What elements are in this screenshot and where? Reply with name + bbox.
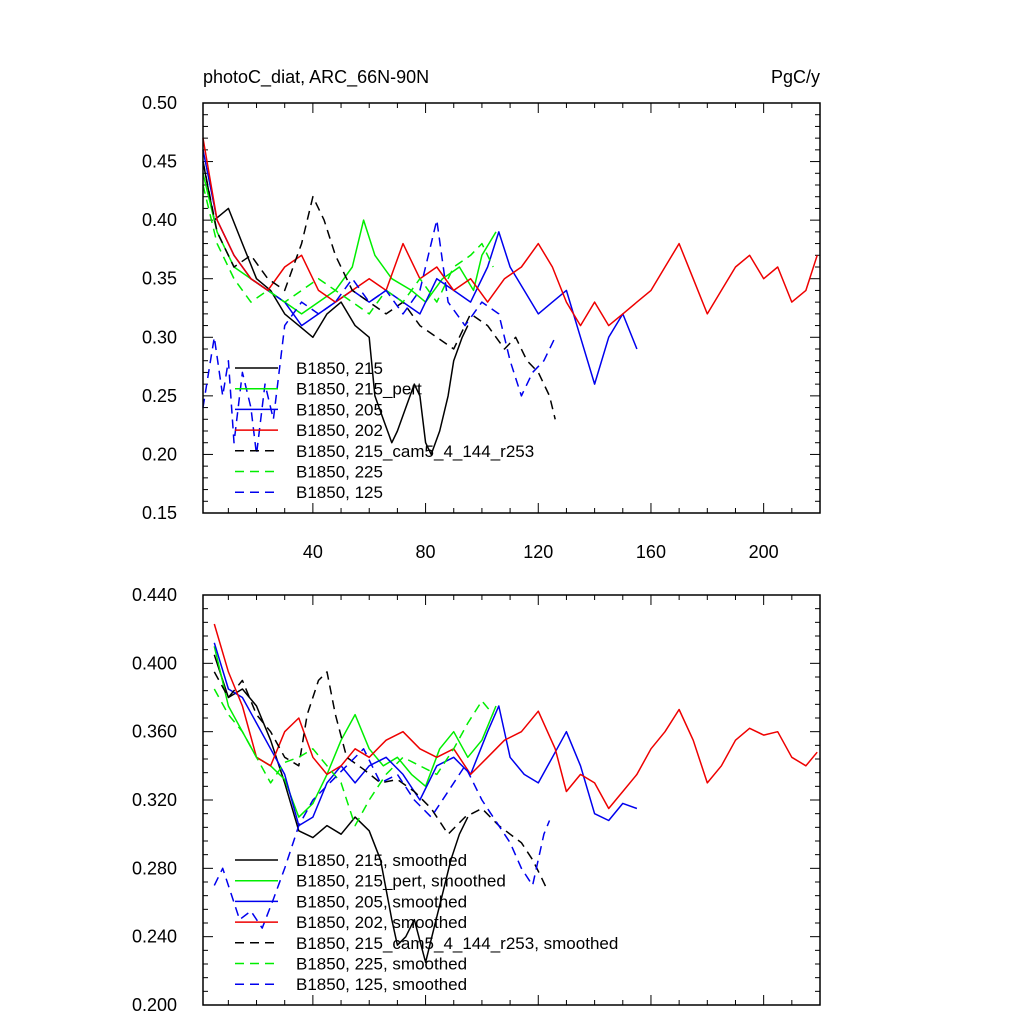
legend-label: B1850, 215: [296, 359, 383, 378]
series-line-3: [213, 642, 638, 827]
series-line-4: [213, 623, 818, 810]
legend-label: B1850, 215_pert: [296, 380, 422, 399]
legend-label: B1850, 205: [296, 400, 383, 419]
x-tick-label: 40: [303, 542, 323, 562]
top-panel-ticks: 0.15 0.20 0.25 0.30 0.35 0.40 0.45 0.50 40 80 120 1…: [142, 93, 820, 562]
bottom-panel: 0.200 0.240 0.280 0.320 0.360 0.400 0.440 B185…: [132, 585, 821, 1015]
bottom-panel-frame: [202, 594, 821, 1006]
x-tick-label: 160: [636, 542, 666, 562]
top-panel: photoC_diat, ARC_66N-90N PgC/y 0.150.200…: [142, 67, 821, 562]
top-panel-frame: [202, 102, 821, 514]
series-line-6: [213, 688, 494, 827]
series-line-2: [213, 646, 497, 818]
y-tick-label: 0.360: [132, 722, 177, 742]
top-panel-series: [202, 137, 818, 456]
series-line-5: [213, 671, 548, 890]
series-line-7: [202, 219, 556, 456]
y-tick-label: 0.320: [132, 790, 177, 810]
x-tick-label: 200: [749, 542, 779, 562]
series-line-1: [213, 654, 469, 964]
series-line-1: [202, 161, 469, 456]
y-tick-label: 0.25: [142, 386, 177, 406]
y-tick-label: 0.40: [142, 210, 177, 230]
series-line-5: [202, 161, 556, 420]
bottom-panel-legend: B1850, 215, smoothed B1850, 215_pert, smo…: [235, 851, 618, 994]
y-tick-label: 0.30: [142, 327, 177, 347]
legend-label: B1850, 225: [296, 463, 383, 482]
series-line-4: [202, 137, 818, 327]
series-line-3: [202, 149, 638, 385]
legend-label: B1850, 125: [296, 483, 383, 502]
bottom-panel-series: [213, 623, 818, 964]
legend-label: B1850, 215_cam5_4_144_r253: [296, 442, 534, 461]
legend-label: B1850, 205, smoothed: [296, 892, 467, 911]
legend-label: B1850, 215, smoothed: [296, 851, 467, 870]
legend-label: B1850, 225, smoothed: [296, 955, 467, 974]
legend-label: B1850, 215_pert, smoothed: [296, 872, 506, 891]
y-tick-label: 0.20: [142, 444, 177, 464]
top-panel-title: photoC_diat, ARC_66N-90N: [203, 67, 429, 88]
y-tick-label: 0.15: [142, 503, 177, 523]
legend-label: B1850, 215_cam5_4_144_r253, smoothed: [296, 934, 618, 953]
y-tick-label: 0.240: [132, 927, 177, 947]
y-tick-label: 0.35: [142, 269, 177, 289]
y-tick-label: 0.280: [132, 858, 177, 878]
series-line-7: [213, 748, 551, 929]
y-tick-label: 0.50: [142, 93, 177, 113]
x-tick-label: 120: [523, 542, 553, 562]
bottom-panel-ticks: 0.200 0.240 0.280 0.320 0.360 0.400 0.440: [132, 585, 820, 1015]
y-tick-label: 0.200: [132, 995, 177, 1015]
y-tick-label: 0.45: [142, 152, 177, 172]
y-tick-label: 0.440: [132, 585, 177, 605]
legend-label: B1850, 125, smoothed: [296, 975, 467, 994]
y-tick-label: 0.400: [132, 653, 177, 673]
series-line-6: [202, 184, 494, 315]
top-panel-units: PgC/y: [771, 67, 820, 87]
legend-label: B1850, 202: [296, 421, 383, 440]
x-tick-label: 80: [416, 542, 436, 562]
legend-label: B1850, 202, smoothed: [296, 913, 467, 932]
